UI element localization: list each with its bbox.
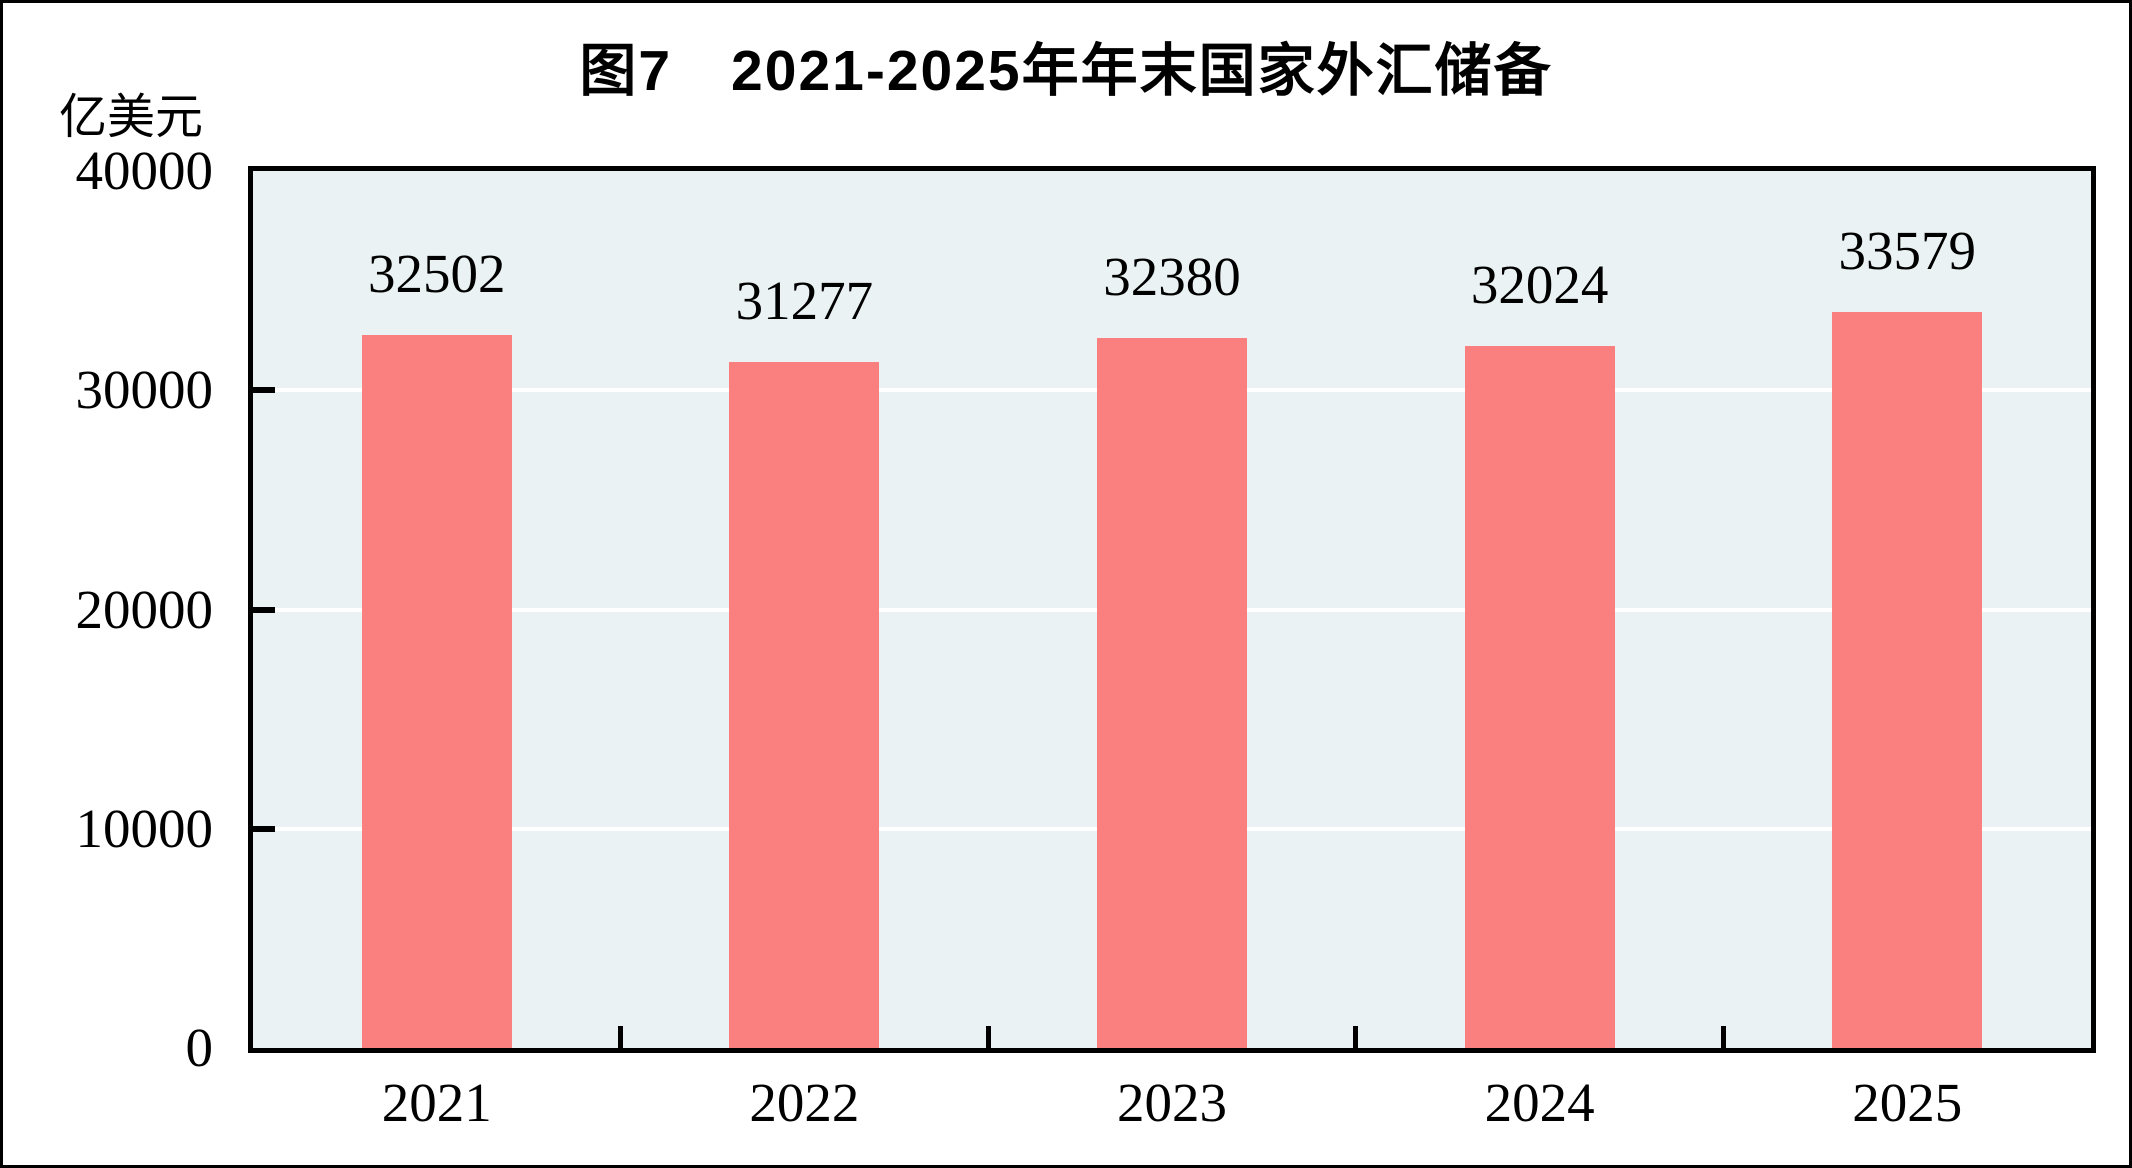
bar-2021 bbox=[361, 335, 512, 1048]
y-axis-tick-label-30000: 30000 bbox=[75, 359, 214, 421]
y-tick-mark-20000 bbox=[253, 606, 275, 613]
y-tick-mark-30000 bbox=[253, 387, 275, 394]
bar-value-label-2023: 32380 bbox=[1103, 246, 1241, 308]
chart-title: 图7 2021-2025年年末国家外汇储备 bbox=[579, 39, 1553, 103]
x-axis-label-2024: 2024 bbox=[1484, 1072, 1595, 1133]
x-tick-mark-3 bbox=[1353, 1026, 1359, 1048]
bar-value-label-2022: 31277 bbox=[735, 270, 874, 332]
y-axis-tick-label-40000: 40000 bbox=[75, 140, 214, 201]
y-axis-tick-label-10000: 10000 bbox=[75, 797, 214, 859]
y-axis-tick-label-20000: 20000 bbox=[75, 578, 214, 640]
y-axis-tick-label-0: 0 bbox=[185, 1017, 214, 1078]
x-tick-mark-4 bbox=[1720, 1026, 1726, 1048]
x-axis-label-2022: 2022 bbox=[749, 1072, 860, 1133]
bar-value-label-2024: 32024 bbox=[1470, 253, 1609, 315]
bar-value-label-2025: 33579 bbox=[1838, 219, 1976, 281]
bar-2024 bbox=[1464, 345, 1615, 1048]
x-axis-label-2025: 2025 bbox=[1852, 1072, 1963, 1133]
bar-2025 bbox=[1832, 311, 1983, 1048]
x-tick-mark-2 bbox=[985, 1026, 991, 1048]
y-tick-mark-10000 bbox=[253, 825, 275, 832]
bar-value-label-2021: 32502 bbox=[368, 243, 506, 305]
bar-2022 bbox=[729, 362, 880, 1048]
plot-area: 32502 31277 32380 32024 33579 bbox=[248, 166, 2096, 1053]
y-axis-unit-label: 亿美元 bbox=[59, 91, 204, 144]
x-axis-label-2021: 2021 bbox=[381, 1072, 492, 1133]
x-axis-label-2023: 2023 bbox=[1117, 1072, 1227, 1133]
bar-2023 bbox=[1097, 338, 1247, 1048]
x-tick-mark-1 bbox=[618, 1026, 624, 1048]
